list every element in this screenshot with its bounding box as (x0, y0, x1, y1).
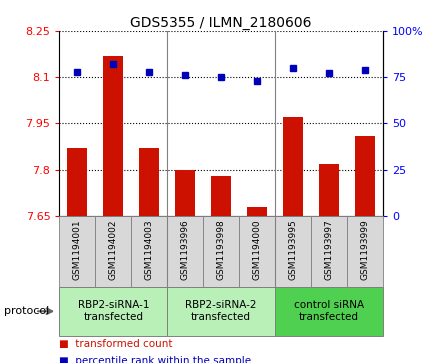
Text: GSM1194002: GSM1194002 (109, 220, 118, 280)
Bar (275, 287, 383, 336)
Bar (211, 176, 231, 216)
Bar (167, 287, 275, 336)
Text: GSM1193997: GSM1193997 (324, 220, 334, 280)
Title: GDS5355 / ILMN_2180606: GDS5355 / ILMN_2180606 (130, 16, 312, 30)
Text: GSM1194001: GSM1194001 (73, 220, 82, 280)
Text: GSM1193998: GSM1193998 (216, 220, 226, 280)
Bar (167, 216, 203, 287)
Text: GSM1193995: GSM1193995 (289, 220, 297, 280)
Text: GSM1194003: GSM1194003 (145, 220, 154, 280)
Text: GSM1194000: GSM1194000 (253, 220, 261, 280)
Bar (175, 170, 195, 216)
Text: RBP2-siRNA-1
transfected: RBP2-siRNA-1 transfected (77, 301, 149, 322)
Bar (131, 216, 167, 287)
Text: ■  transformed count: ■ transformed count (59, 339, 173, 350)
Text: ■  percentile rank within the sample: ■ percentile rank within the sample (59, 356, 252, 363)
Bar (139, 148, 159, 216)
Bar (311, 216, 347, 287)
Bar (103, 56, 123, 216)
Bar (59, 216, 95, 287)
Bar (59, 287, 167, 336)
Text: RBP2-siRNA-2
transfected: RBP2-siRNA-2 transfected (185, 301, 257, 322)
Bar (283, 117, 303, 216)
Bar (247, 207, 267, 216)
Text: protocol: protocol (4, 306, 50, 316)
Bar (275, 216, 311, 287)
Text: GSM1193999: GSM1193999 (360, 220, 369, 280)
Bar (203, 216, 239, 287)
Bar (347, 216, 383, 287)
Text: control siRNA
transfected: control siRNA transfected (294, 301, 364, 322)
Bar (95, 216, 131, 287)
Bar (355, 136, 375, 216)
Bar (67, 148, 87, 216)
Bar (319, 163, 339, 216)
Bar (239, 216, 275, 287)
Text: GSM1193996: GSM1193996 (181, 220, 190, 280)
